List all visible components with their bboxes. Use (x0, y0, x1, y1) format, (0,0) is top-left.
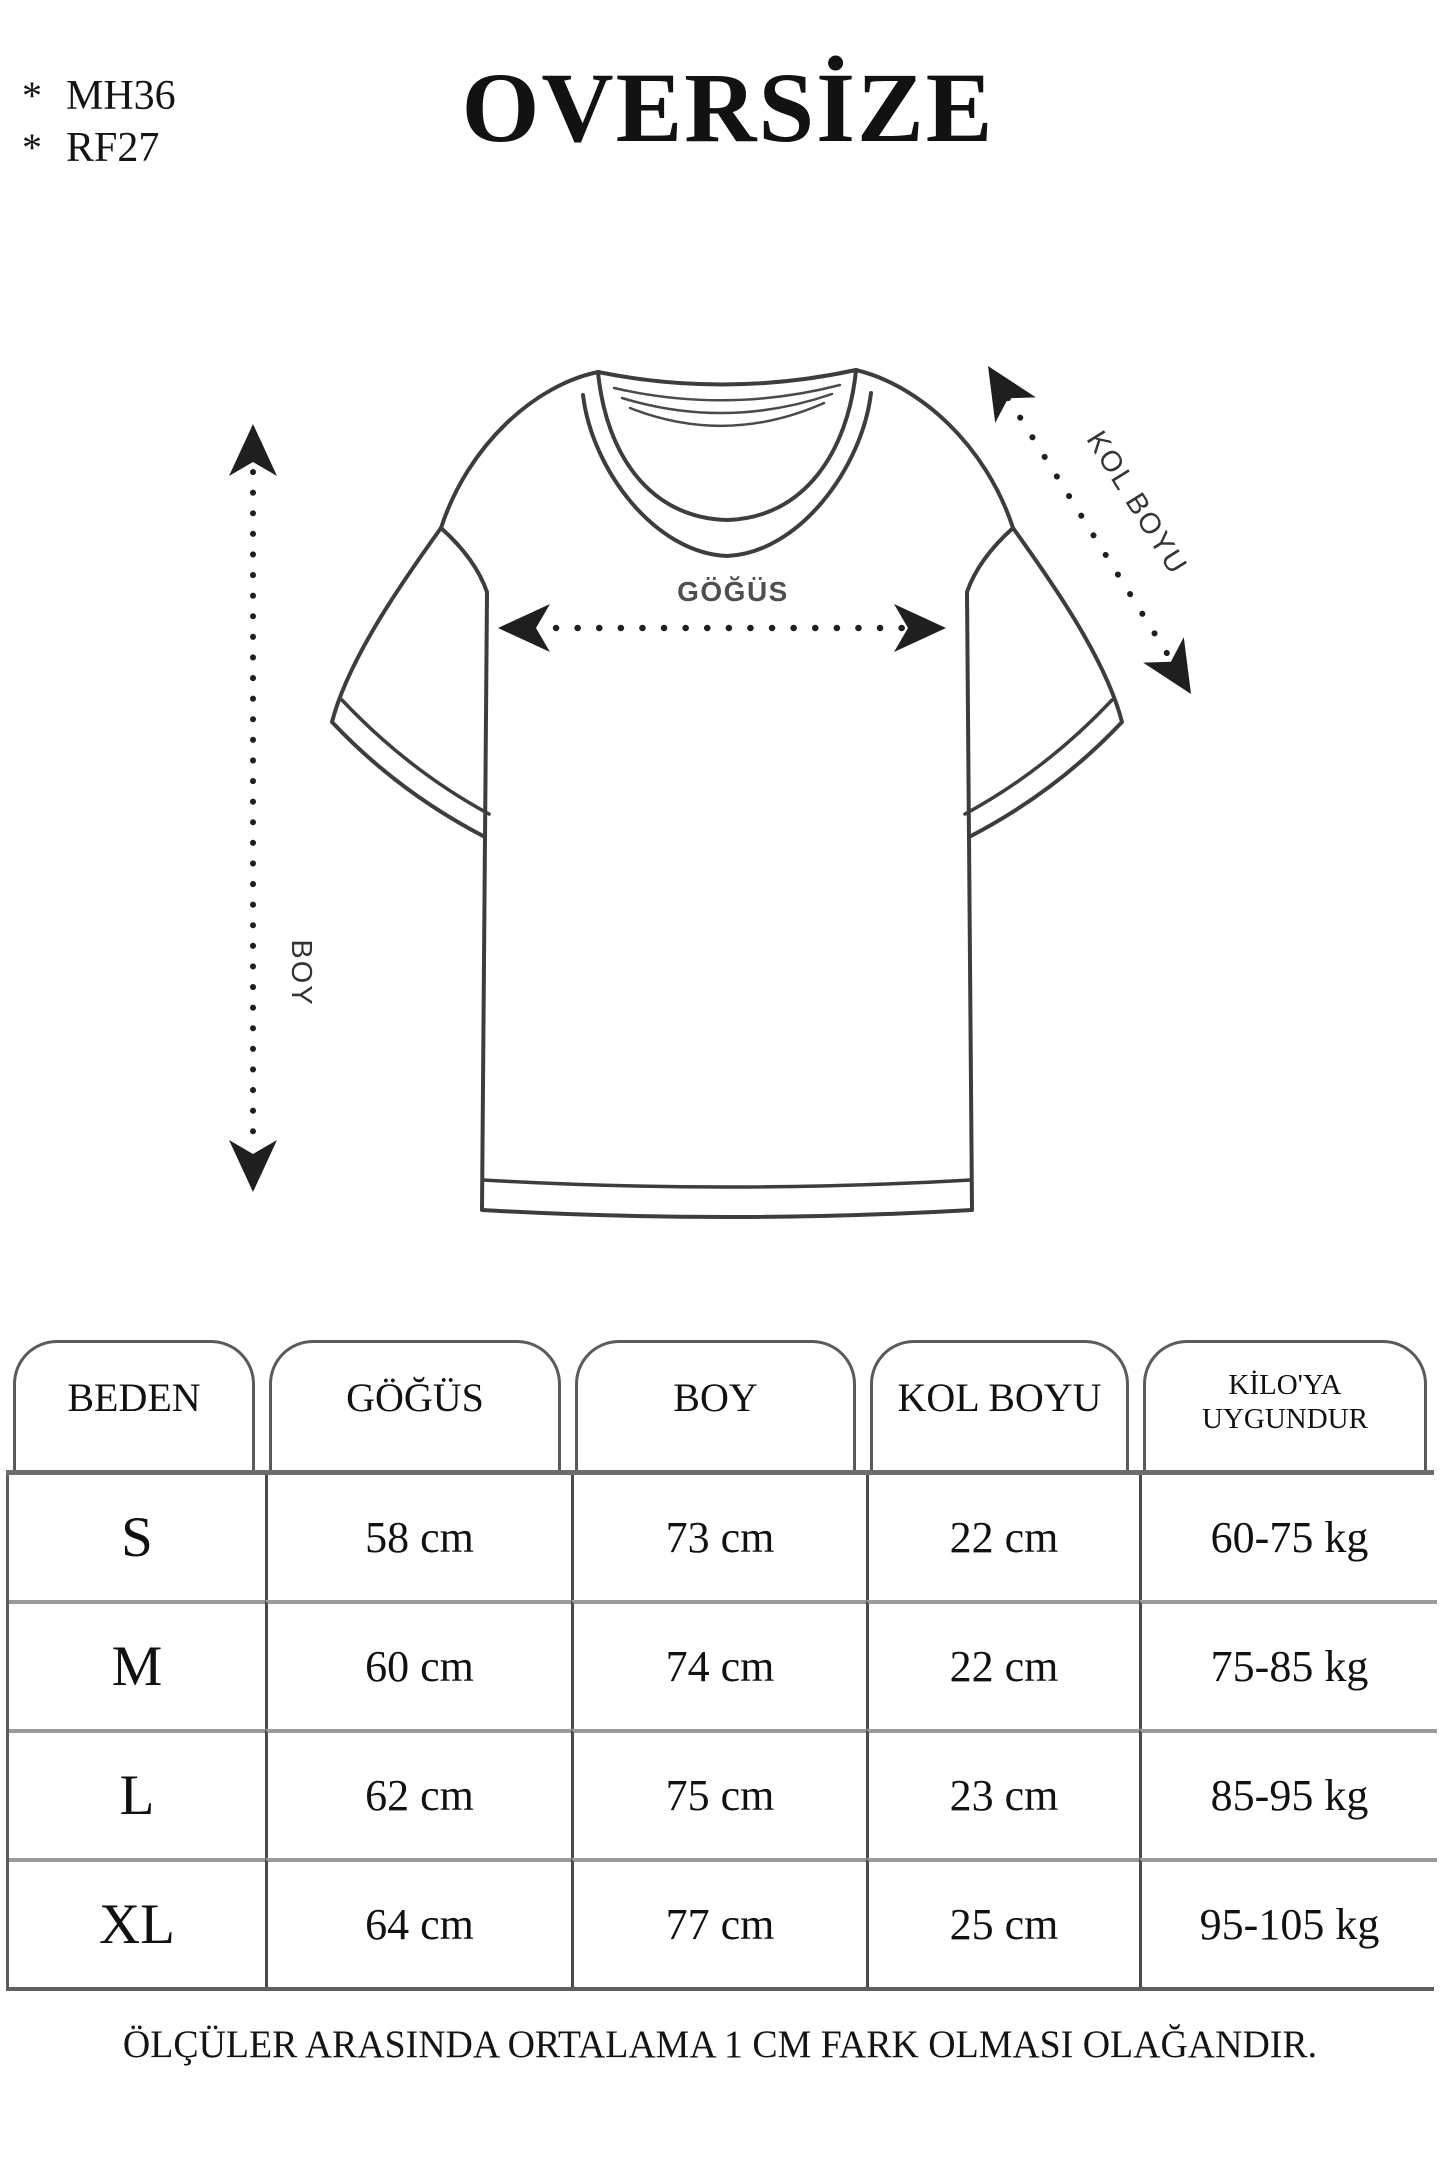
sleeve-cell: 23 cm (866, 1729, 1139, 1858)
length-measure-arrow (229, 424, 277, 1192)
column-header-kiloya-uygundur: KİLO'YA UYGUNDUR (1143, 1340, 1427, 1470)
size-table-header: BEDEN GÖĞÜS BOY KOL BOYU KİLO'YA UYGUNDU… (6, 1340, 1434, 1470)
length-label: BOY (285, 939, 317, 1006)
column-header-boy: BOY (575, 1340, 856, 1470)
arrowhead-downright-icon (1143, 637, 1191, 694)
product-codes: * MH36 * RF27 (22, 70, 176, 174)
product-code-line: * MH36 (22, 70, 176, 122)
tolerance-note: ÖLÇÜLER ARASINDA ORTALAMA 1 CM FARK OLMA… (122, 2023, 1318, 2066)
size-cell: M (9, 1600, 265, 1729)
sleeve-cell: 22 cm (866, 1600, 1139, 1729)
header-divider (6, 1470, 1434, 1475)
weight-cell: 95-105 kg (1139, 1858, 1437, 1987)
chest-cell: 60 cm (265, 1600, 571, 1729)
sleeve-cell: 22 cm (866, 1475, 1139, 1600)
product-code: RF27 (66, 125, 160, 171)
column-header-kol-boyu: KOL BOYU (870, 1340, 1129, 1470)
column-header-beden: BEDEN (13, 1340, 255, 1470)
product-code: MH36 (66, 73, 176, 119)
weight-cell: 75-85 kg (1139, 1600, 1437, 1729)
sleeve-cell: 25 cm (866, 1858, 1139, 1987)
size-cell: L (9, 1729, 265, 1858)
size-table: BEDEN GÖĞÜS BOY KOL BOYU KİLO'YA UYGUNDU… (6, 1340, 1437, 1991)
chest-label: GÖĞÜS (677, 576, 789, 607)
chest-cell: 62 cm (265, 1729, 571, 1858)
length-cell: 73 cm (571, 1475, 866, 1600)
asterisk-mark: * (22, 73, 42, 118)
chest-cell: 64 cm (265, 1858, 571, 1987)
column-header-gogus: GÖĞÜS (269, 1340, 561, 1470)
sleeve-label: KOL BOYU (1080, 426, 1194, 581)
size-table-body: S 58 cm 73 cm 22 cm 60-75 kg M 60 cm 74 … (6, 1475, 1437, 1991)
page-title: OVERSİZE (461, 52, 995, 163)
asterisk-mark: * (22, 125, 42, 170)
sleeve-measure-arrow (988, 366, 1191, 694)
arrowhead-left-icon (498, 604, 550, 652)
size-cell: XL (9, 1858, 265, 1987)
size-cell: S (9, 1475, 265, 1600)
column-header-line1: KİLO'YA (1228, 1368, 1342, 1401)
chest-measure-arrow (498, 604, 946, 652)
arrowhead-right-icon (894, 604, 946, 652)
length-cell: 77 cm (571, 1858, 866, 1987)
column-header-line2: UYGUNDUR (1202, 1402, 1368, 1435)
length-cell: 74 cm (571, 1600, 866, 1729)
weight-cell: 60-75 kg (1139, 1475, 1437, 1600)
chest-cell: 58 cm (265, 1475, 571, 1600)
arrowhead-down-icon (229, 1140, 277, 1192)
tshirt-outline-icon (330, 368, 1124, 1219)
weight-cell: 85-95 kg (1139, 1729, 1437, 1858)
arrowhead-upleft-icon (988, 366, 1036, 423)
arrowhead-up-icon (229, 424, 277, 476)
length-cell: 75 cm (571, 1729, 866, 1858)
product-code-line: * RF27 (22, 122, 176, 174)
